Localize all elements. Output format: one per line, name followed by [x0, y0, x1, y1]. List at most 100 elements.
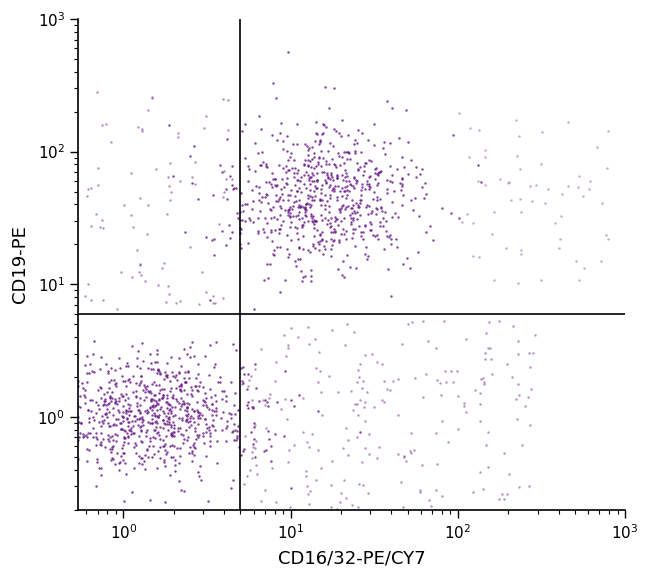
Point — [355, 195, 365, 204]
Point — [99, 415, 109, 424]
Point — [306, 162, 316, 171]
Point — [153, 427, 163, 437]
Point — [88, 423, 98, 433]
Point — [132, 401, 142, 411]
Point — [346, 218, 356, 227]
Point — [56, 382, 66, 391]
Point — [339, 173, 350, 182]
Point — [387, 197, 397, 207]
Point — [331, 126, 341, 135]
Point — [290, 222, 300, 231]
Point — [313, 157, 323, 167]
Point — [283, 252, 294, 262]
Point — [314, 240, 324, 249]
Point — [144, 388, 155, 397]
Point — [130, 411, 140, 420]
Point — [123, 362, 133, 371]
Point — [201, 419, 211, 428]
Point — [536, 276, 546, 285]
Point — [333, 235, 344, 244]
Point — [341, 423, 351, 433]
Point — [337, 153, 348, 162]
Point — [153, 400, 163, 409]
Point — [221, 240, 231, 250]
Point — [203, 371, 214, 380]
Point — [166, 352, 176, 361]
Point — [168, 411, 178, 420]
Point — [332, 171, 343, 181]
Point — [175, 385, 185, 394]
Point — [273, 160, 283, 170]
Point — [187, 173, 197, 182]
Point — [274, 195, 284, 204]
Point — [72, 398, 82, 408]
Point — [326, 234, 336, 244]
Point — [115, 458, 125, 467]
Point — [459, 398, 469, 407]
Point — [300, 140, 310, 149]
Point — [337, 192, 347, 201]
Point — [298, 244, 308, 254]
Point — [231, 427, 242, 436]
Point — [331, 162, 341, 171]
Point — [261, 160, 272, 169]
Point — [387, 104, 397, 113]
Point — [116, 419, 127, 428]
Point — [307, 170, 318, 179]
Point — [515, 245, 526, 255]
Point — [37, 409, 47, 419]
Point — [142, 364, 153, 373]
Point — [306, 277, 317, 286]
Point — [181, 416, 192, 425]
Point — [147, 418, 157, 427]
Point — [343, 148, 354, 157]
Point — [194, 299, 205, 309]
Point — [270, 376, 280, 386]
Point — [303, 150, 313, 159]
Point — [356, 210, 366, 219]
Point — [270, 225, 280, 234]
Point — [325, 170, 335, 179]
Point — [357, 383, 367, 393]
Point — [244, 375, 254, 384]
Point — [70, 430, 80, 439]
Point — [371, 210, 382, 219]
Point — [358, 235, 368, 244]
Point — [153, 367, 164, 376]
Point — [134, 431, 144, 441]
Point — [489, 275, 499, 284]
Point — [445, 208, 456, 217]
Point — [329, 184, 339, 193]
Point — [265, 259, 276, 269]
Point — [250, 167, 260, 176]
Point — [515, 164, 525, 173]
Point — [194, 472, 205, 481]
Point — [263, 426, 274, 435]
Point — [359, 249, 370, 258]
Point — [193, 407, 203, 416]
Point — [324, 103, 334, 112]
Point — [79, 391, 90, 400]
Point — [528, 348, 538, 357]
Point — [227, 174, 237, 183]
Point — [70, 393, 81, 402]
Point — [411, 172, 421, 181]
Point — [120, 376, 131, 386]
Point — [192, 386, 202, 395]
Point — [100, 400, 110, 409]
Point — [185, 151, 196, 160]
Point — [111, 429, 121, 438]
Point — [82, 457, 92, 466]
Point — [283, 343, 293, 353]
Point — [334, 237, 345, 247]
Point — [332, 174, 342, 183]
Point — [147, 93, 157, 102]
Point — [453, 108, 463, 118]
Point — [283, 340, 294, 350]
Point — [158, 435, 168, 445]
Point — [312, 175, 322, 184]
Point — [72, 378, 83, 387]
Point — [365, 217, 376, 226]
Point — [110, 398, 120, 408]
Point — [224, 220, 234, 229]
